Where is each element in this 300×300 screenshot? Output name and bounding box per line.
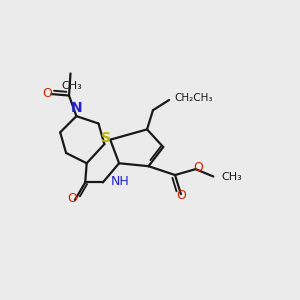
Text: CH₂CH₃: CH₂CH₃ [174,94,213,103]
Text: O: O [177,189,186,202]
Text: NH: NH [110,175,129,188]
Text: O: O [194,161,203,174]
Text: O: O [42,87,52,100]
Text: S: S [101,131,111,145]
Text: N: N [70,101,82,115]
Text: CH₃: CH₃ [221,172,242,182]
Text: CH₃: CH₃ [61,81,82,91]
Text: O: O [67,192,77,205]
